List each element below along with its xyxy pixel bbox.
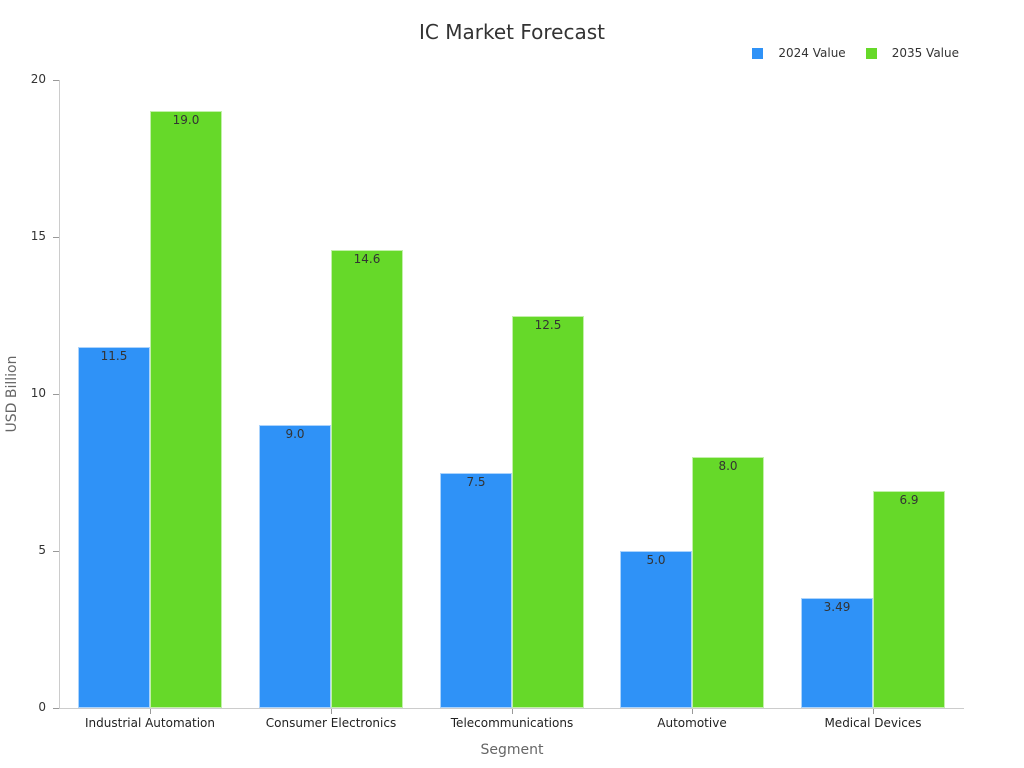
x-tick (512, 709, 513, 714)
legend-swatch-2035 (865, 47, 877, 59)
y-tick-label: 5 (38, 543, 46, 557)
legend: 2024 Value 2035 Value (732, 46, 959, 60)
bar-value-label: 19.0 (172, 113, 200, 128)
x-tick-label: Industrial Automation (85, 716, 215, 730)
x-tick (331, 709, 332, 714)
bar-value-label: 3.49 (823, 600, 851, 615)
x-tick-label: Telecommunications (450, 716, 574, 730)
y-tick-label: 20 (30, 72, 46, 86)
x-tick (150, 709, 151, 714)
y-tick (53, 708, 59, 709)
y-tick (53, 394, 59, 395)
y-tick-label: 15 (30, 229, 46, 243)
bar[interactable] (801, 598, 873, 708)
y-tick (53, 551, 59, 552)
x-axis-title: Segment (480, 742, 544, 758)
bar-value-label: 12.5 (534, 317, 562, 332)
x-tick-label: Consumer Electronics (265, 716, 397, 730)
bar-value-label: 14.6 (353, 251, 381, 266)
bar[interactable] (150, 111, 222, 708)
bar[interactable] (440, 472, 512, 708)
bar[interactable] (692, 456, 764, 708)
x-tick (692, 709, 693, 714)
bar-value-label: 8.0 (718, 458, 738, 473)
bar[interactable] (873, 491, 945, 708)
legend-item-2024[interactable]: 2024 Value (752, 46, 846, 60)
legend-item-2035[interactable]: 2035 Value (865, 46, 959, 60)
x-tick-label: Medical Devices (824, 716, 922, 730)
legend-swatch-2024 (752, 47, 764, 59)
bar-value-label: 7.5 (466, 474, 486, 489)
x-tick (873, 709, 874, 714)
x-tick-label: Automotive (657, 716, 727, 730)
chart-title: IC Market Forecast (419, 20, 605, 44)
bar-value-label: 5.0 (646, 553, 666, 567)
x-axis (59, 708, 964, 709)
bar[interactable] (512, 315, 584, 708)
legend-label-2035: 2035 Value (891, 46, 959, 60)
y-tick (53, 80, 59, 81)
bar-value-label: 6.9 (899, 493, 919, 508)
bar[interactable] (78, 346, 150, 708)
bar[interactable] (259, 425, 331, 708)
bar[interactable] (331, 249, 403, 708)
y-tick (53, 237, 59, 238)
bar-value-label: 11.5 (100, 348, 128, 363)
legend-label-2024: 2024 Value (778, 46, 846, 60)
bar-value-label: 9.0 (285, 427, 305, 442)
y-axis (59, 80, 60, 708)
y-tick-label: 10 (30, 386, 46, 400)
bar[interactable] (620, 551, 692, 708)
y-tick-label: 0 (38, 700, 46, 714)
